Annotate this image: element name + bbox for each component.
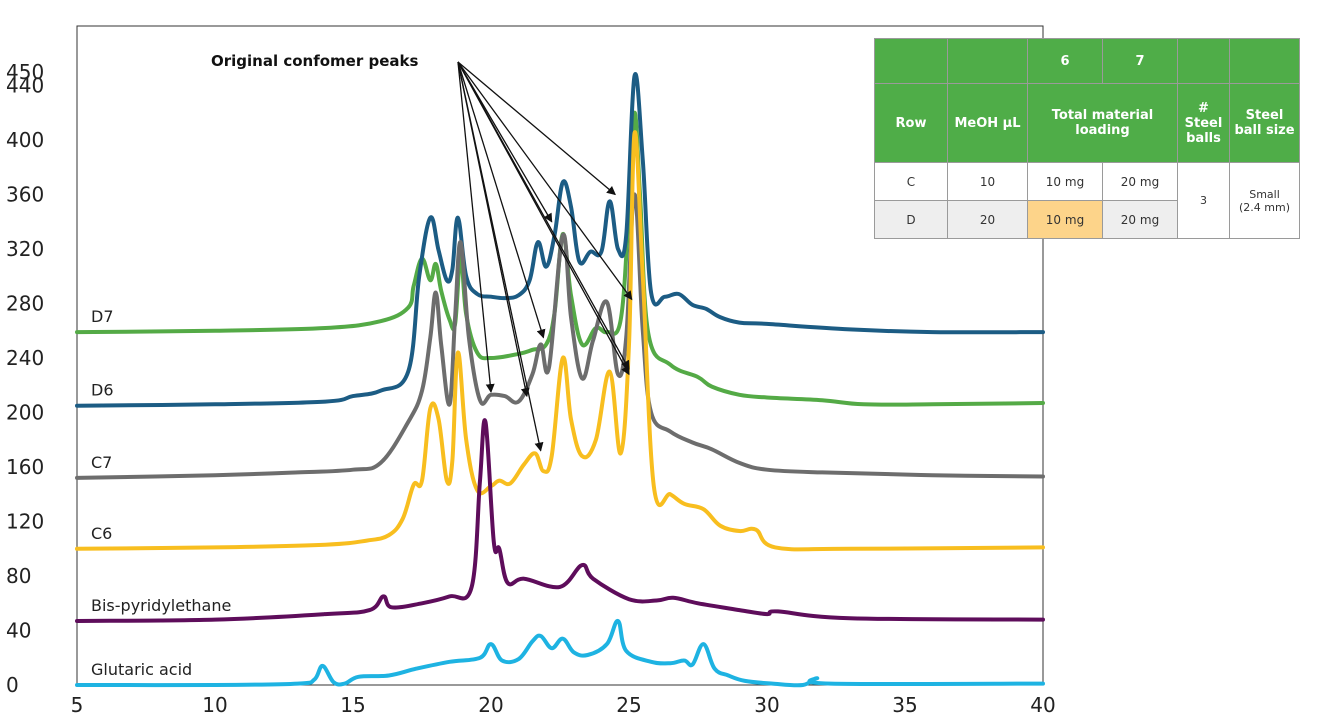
y-tick-label: 80 (6, 564, 31, 588)
table-cell-steel-balls: 3 (1177, 162, 1230, 239)
series-label-c7: C7 (91, 453, 112, 472)
table-cell: 20 mg (1102, 200, 1178, 239)
annotation-arrow (457, 61, 544, 452)
series-labels: D7 D6 C7 C6 Bis-pyridylethane Glutaric acid (91, 307, 231, 679)
series-label-d7: D7 (91, 307, 114, 326)
table-cell: 10 (947, 162, 1028, 201)
y-tick-label: 120 (6, 510, 44, 534)
y-tick-label: 360 (6, 183, 44, 207)
y-tick-label: 320 (6, 237, 44, 261)
table-row: D 20 10 mg 20 mg (874, 200, 1300, 239)
table-cell: 20 (947, 200, 1028, 239)
table-cell-highlight: 10 mg (1027, 200, 1103, 239)
x-tick-label: 35 (892, 693, 917, 717)
annotation-arrow (457, 61, 630, 370)
y-tick-label: 400 (6, 128, 44, 152)
series-line-bis-pyridylethane (75, 418, 1045, 623)
table-header-cell: Steel ball size (1229, 83, 1300, 163)
ball-size-line1: Small (1249, 187, 1280, 201)
y-tick-label: 200 (6, 401, 44, 425)
table-header-cell: MeOH µL (947, 83, 1028, 163)
table-header-cell: 7 (1102, 38, 1178, 84)
annotation-group: Original confomer peaks (211, 52, 633, 452)
table-header-cell (1229, 38, 1300, 84)
table-cell: 10 mg (1027, 162, 1103, 201)
annotation-arrow (457, 61, 495, 394)
series-line-c7 (75, 192, 1045, 480)
series-group (75, 72, 1045, 688)
y-tick-label: 0 (6, 673, 19, 697)
plot-frame (76, 25, 1044, 686)
x-tick-label: 15 (340, 693, 365, 717)
sample-table: 6 7 Row MeOH µL Total material loading #… (874, 38, 1300, 239)
table-cell: C (874, 162, 948, 201)
y-tick-label: 280 (6, 292, 44, 316)
table-header-cell: Row (874, 83, 948, 163)
x-axis: 5 10 15 20 25 30 35 40 (71, 693, 1056, 717)
y-tick-label: 440 (6, 74, 44, 98)
y-tick-label: 40 (6, 619, 31, 643)
x-tick-label: 25 (616, 693, 641, 717)
table-header-cell (947, 38, 1028, 84)
annotation-arrow (457, 61, 553, 223)
series-line-d6 (75, 72, 1045, 408)
table-header-cell: Total material loading (1027, 83, 1178, 163)
x-tick-label: 40 (1030, 693, 1055, 717)
table-header-cell (1177, 38, 1230, 84)
table-header-cell (874, 38, 948, 84)
series-line-glutaric-acid (75, 619, 1045, 688)
y-tick-label: 450 (6, 60, 44, 84)
table-header-top: 6 7 (874, 38, 1300, 84)
table-header-cell: 6 (1027, 38, 1103, 84)
x-tick-label: 5 (71, 693, 84, 717)
x-tick-label: 10 (202, 693, 227, 717)
series-label-glutaric-acid: Glutaric acid (91, 660, 192, 679)
series-label-c6: C6 (91, 524, 112, 543)
annotation-arrow (457, 61, 616, 196)
table-header-cell: # Steel balls (1177, 83, 1230, 163)
table-header-row: Row MeOH µL Total material loading # Ste… (874, 83, 1300, 163)
annotation-arrow (457, 61, 633, 301)
annotation-arrow (457, 61, 546, 339)
table-cell: 20 mg (1102, 162, 1178, 201)
table-cell: D (874, 200, 948, 239)
table-row: C 10 10 mg 20 mg 3 Small (2.4 mm) (874, 162, 1300, 239)
x-tick-label: 30 (754, 693, 779, 717)
table-cell-ball-size: Small (2.4 mm) (1229, 162, 1300, 239)
y-tick-label: 240 (6, 346, 44, 370)
series-label-d6: D6 (91, 381, 114, 400)
x-tick-label: 20 (478, 693, 503, 717)
series-line-c6 (75, 130, 1045, 552)
annotation-text: Original confomer peaks (211, 52, 418, 70)
y-tick-label: 160 (6, 455, 44, 479)
ball-size-line2: (2.4 mm) (1238, 200, 1290, 214)
series-label-bis-pyridylethane: Bis-pyridylethane (91, 596, 231, 615)
